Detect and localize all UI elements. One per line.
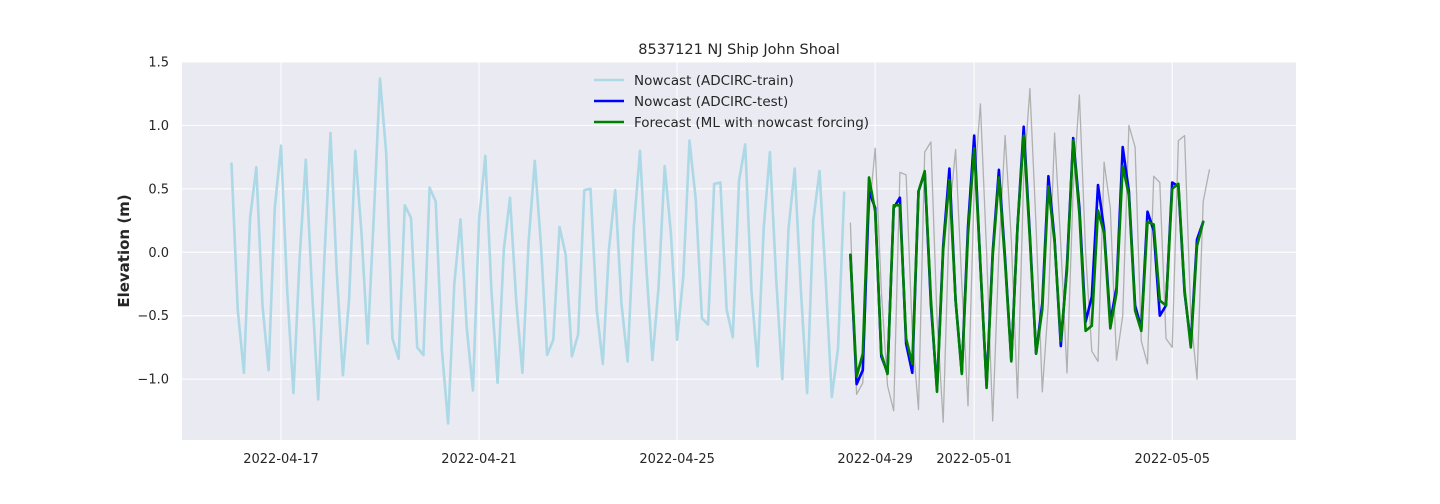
y-axis-label: Elevation (m) <box>115 194 133 307</box>
series-layer <box>230 77 1211 425</box>
legend-label: Forecast (ML with nowcast forcing) <box>634 115 869 131</box>
y-tick-label: −1.0 <box>137 373 169 388</box>
y-tick-label: 0.5 <box>148 182 169 197</box>
y-tick-label: 1.0 <box>148 119 169 134</box>
legend-label: Nowcast (ADCIRC-train) <box>634 73 794 89</box>
legend: Nowcast (ADCIRC-train) Nowcast (ADCIRC-te… <box>594 73 869 131</box>
series-nowcast-train-line <box>230 77 846 425</box>
x-tick-label: 2022-04-21 <box>441 452 517 467</box>
x-tick-label: 2022-05-01 <box>936 452 1012 467</box>
x-tick-label: 2022-04-29 <box>837 452 913 467</box>
axes: −1.0 −0.5 0.0 0.5 1.0 1.5 2022-04-17 2022-04-21… <box>137 56 1210 468</box>
y-tick-label: −0.5 <box>137 309 169 324</box>
grid <box>182 61 1296 440</box>
chart-title: 8537121 NJ Ship John Shoal <box>638 42 839 58</box>
series-gray-line <box>849 87 1211 423</box>
x-tick-label: 2022-04-17 <box>243 452 319 467</box>
x-tick-label: 2022-04-25 <box>639 452 715 467</box>
y-tick-label: 0.0 <box>148 246 169 261</box>
legend-label: Nowcast (ADCIRC-test) <box>634 94 788 110</box>
x-tick-label: 2022-05-05 <box>1134 452 1210 467</box>
y-tick-label: 1.5 <box>148 56 169 71</box>
series-forecast-ml-line <box>849 134 1205 394</box>
